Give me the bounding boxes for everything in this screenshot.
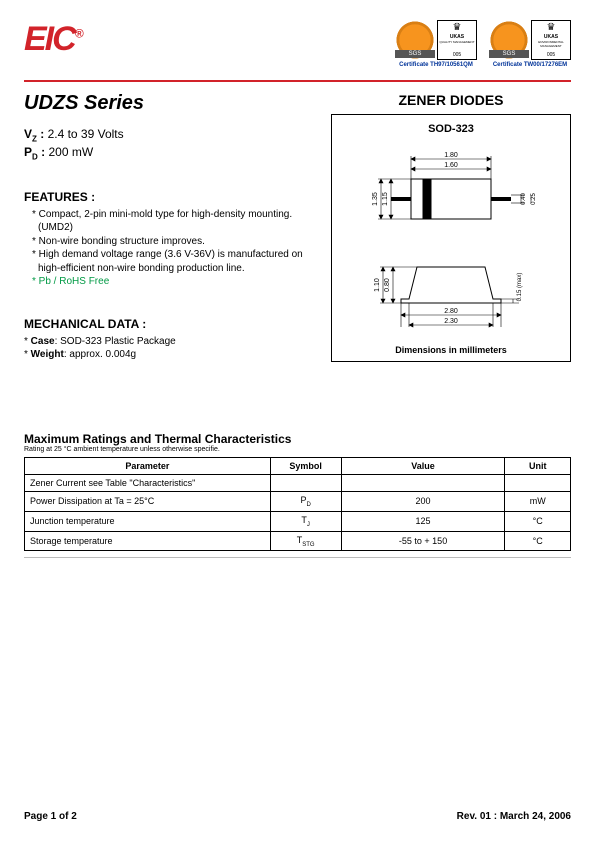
feature-item-green: Pb / RoHS Free xyxy=(32,275,314,289)
cert-2-caption: Certificate TW00/17276EM xyxy=(489,62,571,68)
dim-body-h-min: 1.15 xyxy=(382,192,389,206)
cert-1-badge: ♛ UKAS QUALITY MANAGEMENT 005 xyxy=(395,20,477,60)
col-value: Value xyxy=(341,458,505,475)
footer: Page 1 of 2 Rev. 01 : March 24, 2006 xyxy=(24,811,571,822)
ukas-sub: QUALITY MANAGEMENT xyxy=(439,40,474,44)
features-heading: FEATURES : xyxy=(24,190,314,204)
table-row: Zener Current see Table "Characteristics… xyxy=(25,475,571,492)
dim-prof-h-min: 0.80 xyxy=(384,278,391,292)
dim-total-w-max: 2.80 xyxy=(444,308,458,315)
mech-case: Case: SOD-323 Plastic Package xyxy=(24,335,314,349)
ratings-table: Parameter Symbol Value Unit Zener Curren… xyxy=(24,457,571,551)
dim-body-w-max: 1.80 xyxy=(444,152,458,159)
ukas-icon: ♛ UKAS QUALITY MANAGEMENT 005 xyxy=(437,20,477,60)
package-box: SOD-323 1 xyxy=(331,114,571,362)
spec-pd: PD : 200 mW xyxy=(24,145,314,161)
ukas-num: 005 xyxy=(547,52,555,58)
col-parameter: Parameter xyxy=(25,458,271,475)
dim-prof-h-max: 1.10 xyxy=(374,278,381,292)
dim-body-w-min: 1.60 xyxy=(444,162,458,169)
sgs-icon xyxy=(489,20,529,60)
cert-2-badge: ♛ UKAS ENVIRONMENTAL MANAGEMENT 005 xyxy=(489,20,571,60)
sgs-icon xyxy=(395,20,435,60)
spec-vz: VZ : 2.4 to 39 Volts xyxy=(24,127,314,143)
table-row: Power Dissipation at Ta = 25°C PD 200 mW xyxy=(25,492,571,512)
logo-reg: ® xyxy=(75,27,82,41)
dim-lead-h-max: 0.40 xyxy=(521,193,527,205)
table-row: Storage temperature TSTG -55 to + 150 °C xyxy=(25,531,571,551)
features-list: Compact, 2-pin mini-mold type for high-d… xyxy=(24,208,314,289)
cert-1-caption: Certificate TH97/10561QM xyxy=(395,62,477,68)
table-header-row: Parameter Symbol Value Unit xyxy=(25,458,571,475)
package-diagram: 1.80 1.60 1.35 1.15 0.40 0.25 xyxy=(341,139,561,339)
ratings-subheading: Rating at 25 °C ambient temperature unle… xyxy=(24,446,571,453)
red-divider xyxy=(24,80,571,82)
dim-total-w-min: 2.30 xyxy=(444,318,458,325)
crown-icon: ♛ xyxy=(547,23,556,33)
dim-lead-h-min: 0.25 xyxy=(531,193,537,205)
logo-text: EIC xyxy=(24,20,75,58)
main-row: UDZS Series VZ : 2.4 to 39 Volts PD : 20… xyxy=(24,92,571,362)
cert-1: ♛ UKAS QUALITY MANAGEMENT 005 Certificat… xyxy=(395,20,477,68)
page-number: Page 1 of 2 xyxy=(24,811,77,822)
zener-heading: ZENER DIODES xyxy=(331,92,571,108)
package-name: SOD-323 xyxy=(338,123,564,135)
ratings-heading: Maximum Ratings and Thermal Characterist… xyxy=(24,432,571,446)
dim-standoff: 0.15 (max) xyxy=(517,273,523,302)
col-symbol: Symbol xyxy=(270,458,341,475)
mechanical-heading: MECHANICAL DATA : xyxy=(24,317,314,331)
right-column: ZENER DIODES SOD-323 xyxy=(331,92,571,362)
mechanical-list: Case: SOD-323 Plastic Package Weight: ap… xyxy=(24,335,314,362)
ukas-num: 005 xyxy=(453,52,461,58)
dim-body-h-max: 1.35 xyxy=(372,192,379,206)
grey-divider xyxy=(24,557,571,558)
feature-item: High demand voltage range (3.6 V-36V) is… xyxy=(32,248,314,275)
feature-item: Compact, 2-pin mini-mold type for high-d… xyxy=(32,208,314,235)
col-unit: Unit xyxy=(505,458,571,475)
eic-logo: EIC® xyxy=(24,20,82,59)
feature-item: Non-wire bonding structure improves. xyxy=(32,235,314,249)
crown-icon: ♛ xyxy=(453,23,462,33)
dimensions-note: Dimensions in millimeters xyxy=(338,345,564,355)
ukas-sub: ENVIRONMENTAL MANAGEMENT xyxy=(532,40,570,48)
revision-date: Rev. 01 : March 24, 2006 xyxy=(457,811,571,822)
left-column: UDZS Series VZ : 2.4 to 39 Volts PD : 20… xyxy=(24,92,314,362)
ukas-icon: ♛ UKAS ENVIRONMENTAL MANAGEMENT 005 xyxy=(531,20,571,60)
mech-weight: Weight: approx. 0.004g xyxy=(24,348,314,362)
header: EIC® ♛ UKAS QUALITY MANAGEMENT 005 Certi… xyxy=(24,20,571,68)
series-title: UDZS Series xyxy=(24,92,314,115)
table-row: Junction temperature TJ 125 °C xyxy=(25,511,571,531)
certification-block: ♛ UKAS QUALITY MANAGEMENT 005 Certificat… xyxy=(395,20,571,68)
cert-2: ♛ UKAS ENVIRONMENTAL MANAGEMENT 005 Cert… xyxy=(489,20,571,68)
